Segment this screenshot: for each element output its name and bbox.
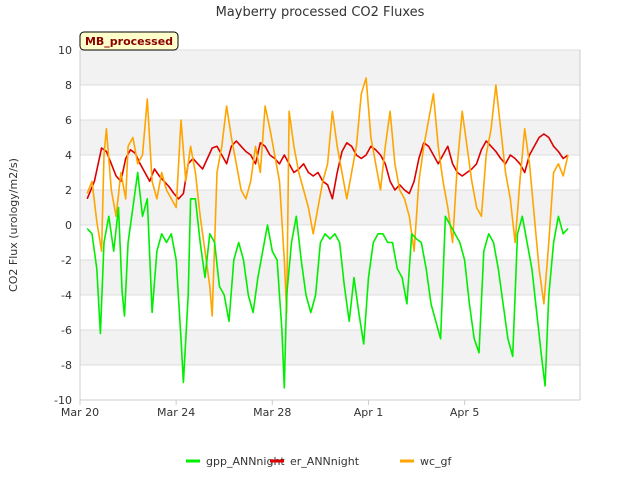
plot-band	[80, 295, 580, 330]
y-tick-label: 2	[65, 184, 72, 197]
y-tick-label: 10	[58, 44, 72, 57]
x-tick-label: Apr 5	[450, 406, 480, 419]
y-tick-label: -2	[61, 254, 72, 267]
legend-label-er-annnight: er_ANNnight	[290, 455, 360, 468]
series-line-gpp-annnight	[86, 171, 569, 389]
series-line-wc-gf	[86, 77, 569, 317]
plot-band	[80, 330, 580, 365]
plot-band	[80, 85, 580, 120]
y-tick-label: -10	[54, 394, 72, 407]
y-tick-label: 8	[65, 79, 72, 92]
y-tick-label: -4	[61, 289, 72, 302]
legend-label-wc-gf: wc_gf	[420, 455, 453, 468]
y-tick-label: -8	[61, 359, 72, 372]
x-tick-label: Mar 24	[157, 406, 195, 419]
y-tick-label: 0	[65, 219, 72, 232]
chart-title: Mayberry processed CO2 Fluxes	[216, 5, 425, 20]
legend: gpp_ANNnight er_ANNnight wc_gf	[186, 455, 453, 468]
y-tick-label: 4	[65, 149, 72, 162]
y-tick-labels: 10 8 6 4 2 0 -2 -4 -6 -8 -10	[54, 44, 72, 407]
plot-band	[80, 225, 580, 260]
plot-band	[80, 190, 580, 225]
plot-band	[80, 260, 580, 295]
y-tick-label: -6	[61, 324, 72, 337]
series-lines	[86, 77, 569, 389]
plot-band	[80, 155, 580, 190]
mb-processed-badge: MB_processed	[79, 31, 179, 51]
y-axis-label: CO2 Flux (urology/m2/s)	[7, 158, 20, 292]
y-tick-label: 6	[65, 114, 72, 127]
x-tick-label: Apr 1	[354, 406, 384, 419]
x-tick-labels: Mar 20 Mar 24 Mar 28 Apr 1 Apr 5	[61, 400, 480, 419]
x-tick-label: Mar 28	[253, 406, 291, 419]
x-tick-label: Mar 20	[61, 406, 99, 419]
axes	[79, 50, 581, 401]
legend-label-gpp-annnight: gpp_ANNnight	[206, 455, 285, 468]
plot-band	[80, 365, 580, 400]
badge-label: MB_processed	[85, 35, 173, 48]
plot-band	[80, 50, 580, 85]
